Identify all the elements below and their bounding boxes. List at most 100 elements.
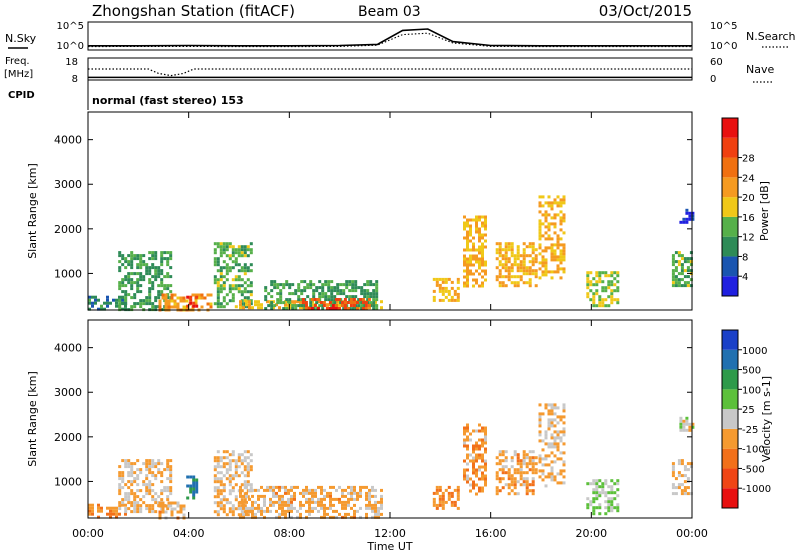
x-tick-label: 16:00	[475, 527, 507, 540]
scatter-cell	[453, 298, 457, 302]
scatter-cell	[547, 237, 551, 241]
scatter-cell	[260, 509, 263, 513]
scatter-cell	[463, 254, 466, 258]
scatter-cell	[243, 459, 247, 463]
scatter-cell	[475, 230, 478, 234]
scatter-cell	[453, 488, 457, 492]
scatter-cell	[671, 260, 675, 264]
scatter-cell	[363, 289, 367, 293]
scatter-cell	[495, 492, 499, 496]
scatter-cell	[148, 483, 152, 487]
scatter-cell	[507, 275, 511, 279]
scatter-cell	[109, 301, 112, 305]
scatter-cell	[166, 284, 170, 288]
scatter-cell	[311, 506, 314, 510]
scatter-cell	[359, 488, 362, 492]
scatter-cell	[246, 456, 250, 460]
scatter-cell	[525, 483, 529, 487]
scatter-cell	[219, 489, 223, 493]
scatter-cell	[595, 283, 599, 287]
scatter-cell	[610, 488, 614, 492]
scatter-cell	[300, 292, 304, 296]
scatter-cell	[272, 503, 275, 507]
scatter-cell	[553, 406, 557, 410]
scatter-cell	[525, 492, 529, 496]
scatter-cell	[441, 289, 445, 293]
scatter-cell	[348, 298, 352, 302]
scatter-cell	[151, 281, 155, 285]
colorbar-tick-label: -25	[742, 425, 758, 436]
scatter-cell	[145, 462, 149, 466]
scatter-cell	[547, 418, 551, 422]
scatter-cell	[176, 501, 180, 505]
scatter-cell	[510, 474, 514, 478]
scatter-cell	[586, 271, 590, 275]
scatter-cell	[219, 272, 223, 276]
scatter-cell	[504, 251, 508, 255]
scatter-cell	[330, 286, 334, 290]
scatter-cell	[534, 254, 538, 258]
scatter-cell	[294, 289, 298, 293]
scatter-cell	[498, 275, 502, 279]
scatter-cell	[456, 292, 460, 296]
scatter-cell	[109, 512, 112, 516]
scatter-cell	[231, 489, 235, 493]
scatter-cell	[219, 504, 223, 508]
scatter-cell	[340, 304, 344, 307]
scatter-cell	[88, 307, 91, 311]
scatter-cell	[216, 462, 220, 466]
scatter-cell	[484, 218, 487, 222]
colorbar-segment	[722, 409, 738, 429]
scatter-cell	[559, 261, 563, 265]
scatter-cell	[290, 494, 293, 498]
scatter-cell	[432, 295, 436, 299]
scatter-cell	[151, 465, 155, 469]
scatter-cell	[478, 453, 481, 457]
cpid-label: CPID	[8, 90, 35, 101]
scatter-cell	[320, 485, 323, 489]
scatter-cell	[341, 515, 344, 519]
scatter-cell	[616, 494, 620, 498]
scatter-cell	[225, 468, 229, 472]
scatter-cell	[323, 488, 326, 492]
scatter-cell	[136, 272, 140, 276]
scatter-cell	[327, 295, 331, 299]
scatter-cell	[243, 281, 247, 285]
scatter-cell	[323, 515, 326, 519]
colorbar-segment	[722, 157, 738, 178]
scatter-cell	[544, 231, 548, 235]
colorbar-segment	[722, 369, 738, 390]
scatter-cell	[453, 292, 457, 296]
scatter-cell	[368, 488, 371, 492]
scatter-cell	[380, 503, 383, 507]
scatter-cell	[299, 500, 302, 504]
scatter-cell	[222, 266, 226, 270]
scatter-cell	[495, 486, 499, 490]
colorbar-tick-label: 28	[742, 154, 755, 165]
scatter-cell	[133, 462, 137, 466]
scatter-cell	[270, 280, 274, 284]
scatter-cell	[320, 515, 323, 519]
scatter-cell	[513, 281, 517, 285]
scatter-cell	[559, 228, 563, 232]
scatter-cell	[296, 300, 299, 304]
scatter-cell	[680, 459, 684, 463]
scatter-cell	[484, 278, 487, 282]
scatter-cell	[239, 300, 242, 304]
scatter-cell	[478, 429, 481, 433]
scatter-cell	[169, 254, 173, 258]
scatter-cell	[688, 217, 692, 221]
scatter-cell	[550, 436, 554, 440]
scatter-cell	[249, 299, 253, 303]
scatter-cell	[682, 425, 686, 429]
scatter-cell	[269, 488, 272, 492]
scatter-cell	[243, 480, 247, 484]
scatter-cell	[466, 453, 469, 457]
scatter-cell	[308, 512, 311, 516]
scatter-cell	[213, 275, 217, 279]
scatter-cell	[219, 305, 223, 309]
scatter-cell	[556, 204, 560, 208]
scatter-cell	[686, 266, 690, 270]
scatter-cell	[432, 298, 436, 302]
scatter-cell	[469, 224, 472, 228]
